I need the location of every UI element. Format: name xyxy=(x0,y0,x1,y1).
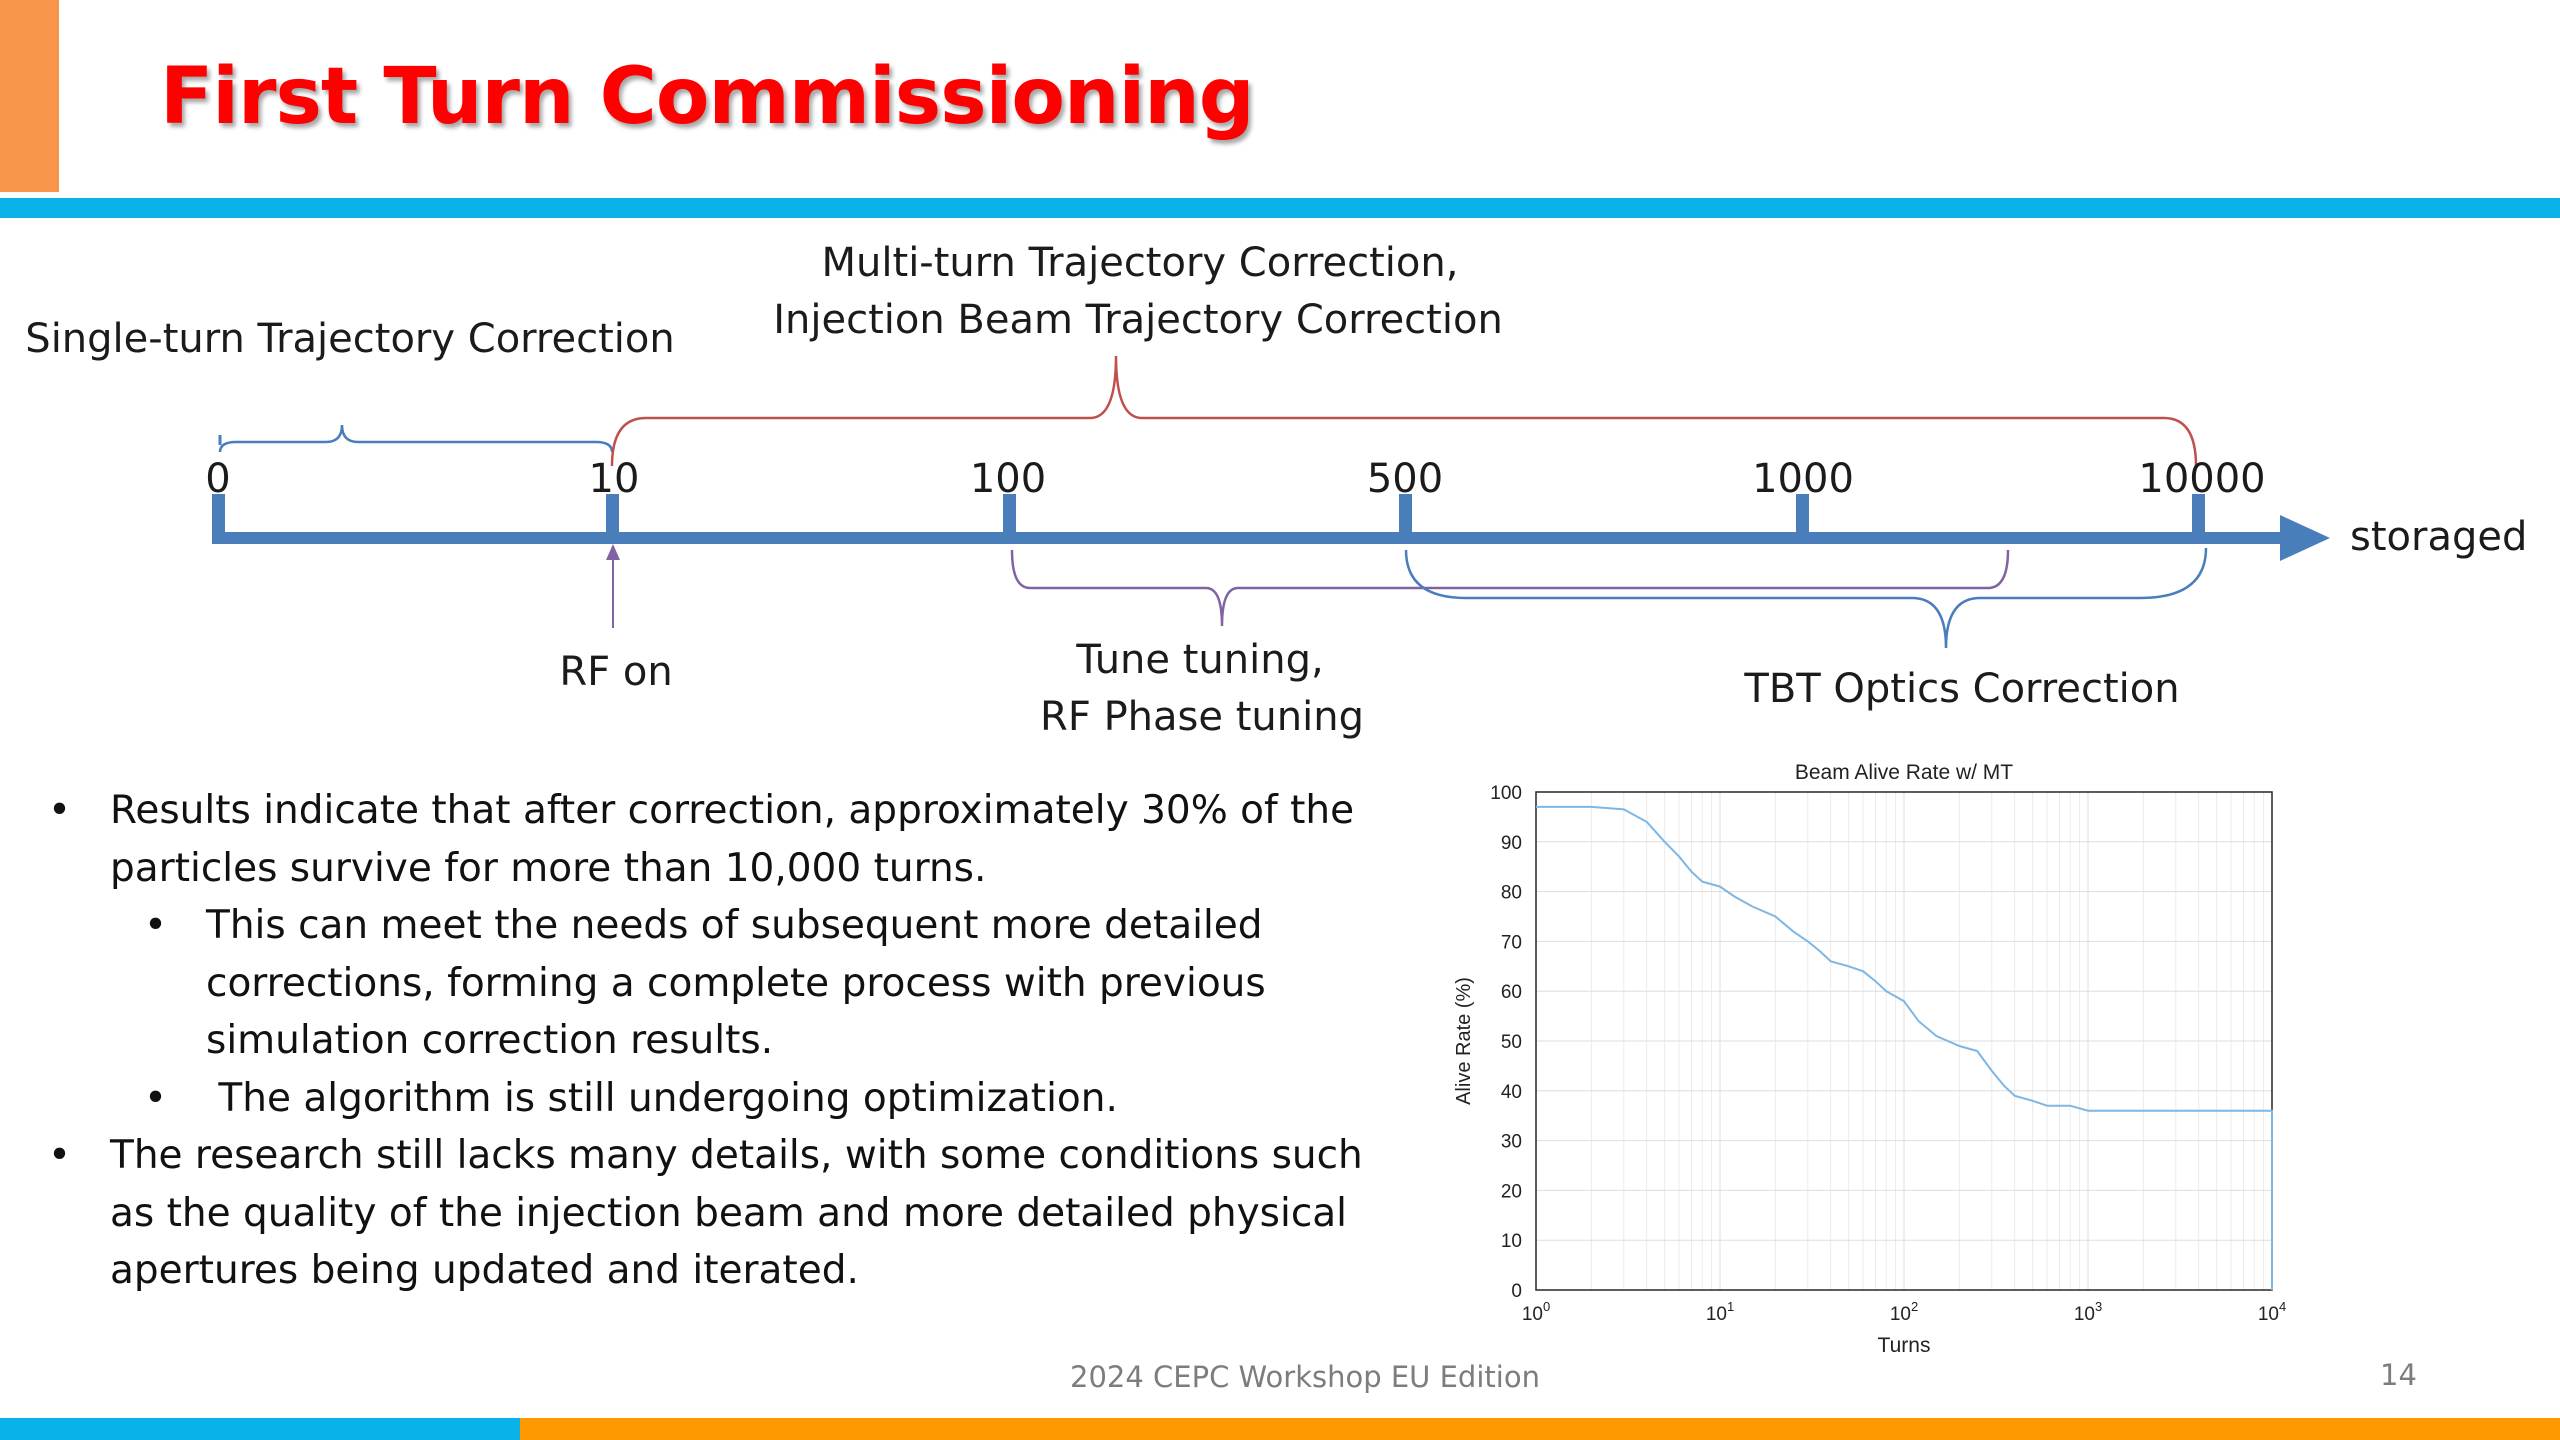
chart-x-tick-label: 102 xyxy=(1890,1299,1918,1325)
bullet-dot: • xyxy=(144,903,168,948)
chart-y-tick-label: 30 xyxy=(1501,1132,1522,1153)
tick-marker-10000 xyxy=(2192,494,2205,540)
bullet-item-2: • The research still lacks many details,… xyxy=(48,1127,1388,1300)
timeline-axis xyxy=(212,532,2284,544)
tick-label-100: 100 xyxy=(970,456,1046,502)
tune-label-line1: Tune tuning, xyxy=(1075,637,1323,683)
tick-label-10000: 10000 xyxy=(2138,456,2265,502)
bullet-item-1: • Results indicate that after correction… xyxy=(48,782,1388,897)
tick-marker-1000 xyxy=(1796,494,1809,540)
page-number: 14 xyxy=(2380,1358,2417,1392)
chart-x-tick-label: 100 xyxy=(1522,1299,1550,1325)
rf-on-label: RF on xyxy=(559,649,672,695)
tbt-brace xyxy=(1404,547,2208,649)
tick-label-1000: 1000 xyxy=(1752,456,1854,502)
bullet-line: as the quality of the injection beam and… xyxy=(110,1190,1348,1236)
tick-marker-10 xyxy=(606,494,619,540)
tick-marker-100 xyxy=(1003,494,1016,540)
chart-x-label: Turns xyxy=(1878,1334,1931,1357)
chart-series-line xyxy=(1536,805,2273,1290)
bullet-line: Results indicate that after correction, … xyxy=(110,788,1355,833)
multi-turn-label-line2: Injection Beam Trajectory Correction xyxy=(773,297,1503,343)
chart-y-tick-label: 100 xyxy=(1490,783,1522,804)
bullet-dot: • xyxy=(48,788,72,833)
chart-y-tick-label: 10 xyxy=(1501,1231,1522,1252)
title-divider xyxy=(0,198,2560,218)
single-turn-label: Single-turn Trajectory Correction xyxy=(25,316,674,362)
chart-x-tick-label: 101 xyxy=(1706,1299,1734,1325)
tbt-label: TBT Optics Correction xyxy=(1743,666,2179,712)
timeline-arrowhead xyxy=(2280,515,2330,561)
bullet-line: The algorithm is still undergoing optimi… xyxy=(206,1075,1118,1121)
bullet-line: particles survive for more than 10,000 t… xyxy=(110,845,987,891)
chart-plot-frame xyxy=(1535,791,2273,1291)
footer-text: 2024 CEPC Workshop EU Edition xyxy=(1070,1360,1540,1394)
chart-y-tick-label: 0 xyxy=(1511,1281,1522,1302)
corner-accent-block xyxy=(0,0,59,192)
tune-label-line2: RF Phase tuning xyxy=(1040,694,1364,740)
multi-turn-label-line1: Multi-turn Trajectory Correction, xyxy=(822,240,1459,286)
chart-ticks: 100 101 102 103 104 0 10 20 30 40 50 60 70 80 90 100 xyxy=(1490,783,2286,1325)
bullet-list: • Results indicate that after correction… xyxy=(48,782,1388,1300)
bullet-line: simulation correction results. xyxy=(206,1018,774,1063)
sub-bullet-item-1: • This can meet the needs of subsequent … xyxy=(48,897,1388,1070)
bullet-line: corrections, forming a complete process … xyxy=(206,960,1266,1006)
rf-on-arrowhead xyxy=(606,544,620,560)
chart-grid xyxy=(1535,791,2273,1291)
sub-bullet-item-2: • The algorithm is still undergoing opti… xyxy=(48,1070,1388,1128)
tick-label-500: 500 xyxy=(1367,456,1443,502)
tick-marker-500 xyxy=(1399,494,1412,540)
chart-y-tick-label: 40 xyxy=(1501,1082,1522,1103)
multi-turn-brace xyxy=(610,355,2198,467)
tune-brace xyxy=(1010,549,2010,627)
chart-y-tick-label: 60 xyxy=(1501,982,1522,1003)
timeline-diagram: 0 10 100 500 1000 10000 storaged Single-… xyxy=(25,240,2527,740)
bottom-bar-orange xyxy=(520,1418,2560,1440)
single-turn-brace xyxy=(218,424,614,453)
bullet-line: This can meet the needs of subsequent mo… xyxy=(206,903,1263,948)
chart-x-tick-label: 103 xyxy=(2074,1299,2102,1325)
tick-label-10: 10 xyxy=(589,456,640,502)
tick-marker-0 xyxy=(212,494,225,540)
tick-label-0: 0 xyxy=(205,456,230,502)
chart-x-tick-label: 104 xyxy=(2258,1299,2286,1325)
bullet-dot: • xyxy=(144,1075,168,1121)
alive-rate-chart: 100 101 102 103 104 0 10 20 30 40 50 60 70 80 90 100 Be… xyxy=(1453,761,2286,1357)
chart-y-tick-label: 20 xyxy=(1501,1181,1522,1202)
timeline-end-label: storaged xyxy=(2350,514,2527,560)
chart-y-tick-label: 70 xyxy=(1501,932,1522,953)
bottom-bar-blue xyxy=(0,1418,520,1440)
chart-title: Beam Alive Rate w/ MT xyxy=(1795,761,2013,784)
bullet-dot: • xyxy=(48,1133,72,1178)
slide-title: First Turn Commissioning xyxy=(160,52,1255,142)
chart-y-tick-label: 50 xyxy=(1501,1032,1522,1053)
bullet-line: apertures being updated and iterated. xyxy=(110,1248,859,1293)
bullet-line: The research still lacks many details, w… xyxy=(110,1133,1363,1178)
chart-y-tick-label: 80 xyxy=(1501,883,1522,904)
chart-y-tick-label: 90 xyxy=(1501,833,1522,854)
chart-y-label: Alive Rate (%) xyxy=(1453,977,1475,1105)
